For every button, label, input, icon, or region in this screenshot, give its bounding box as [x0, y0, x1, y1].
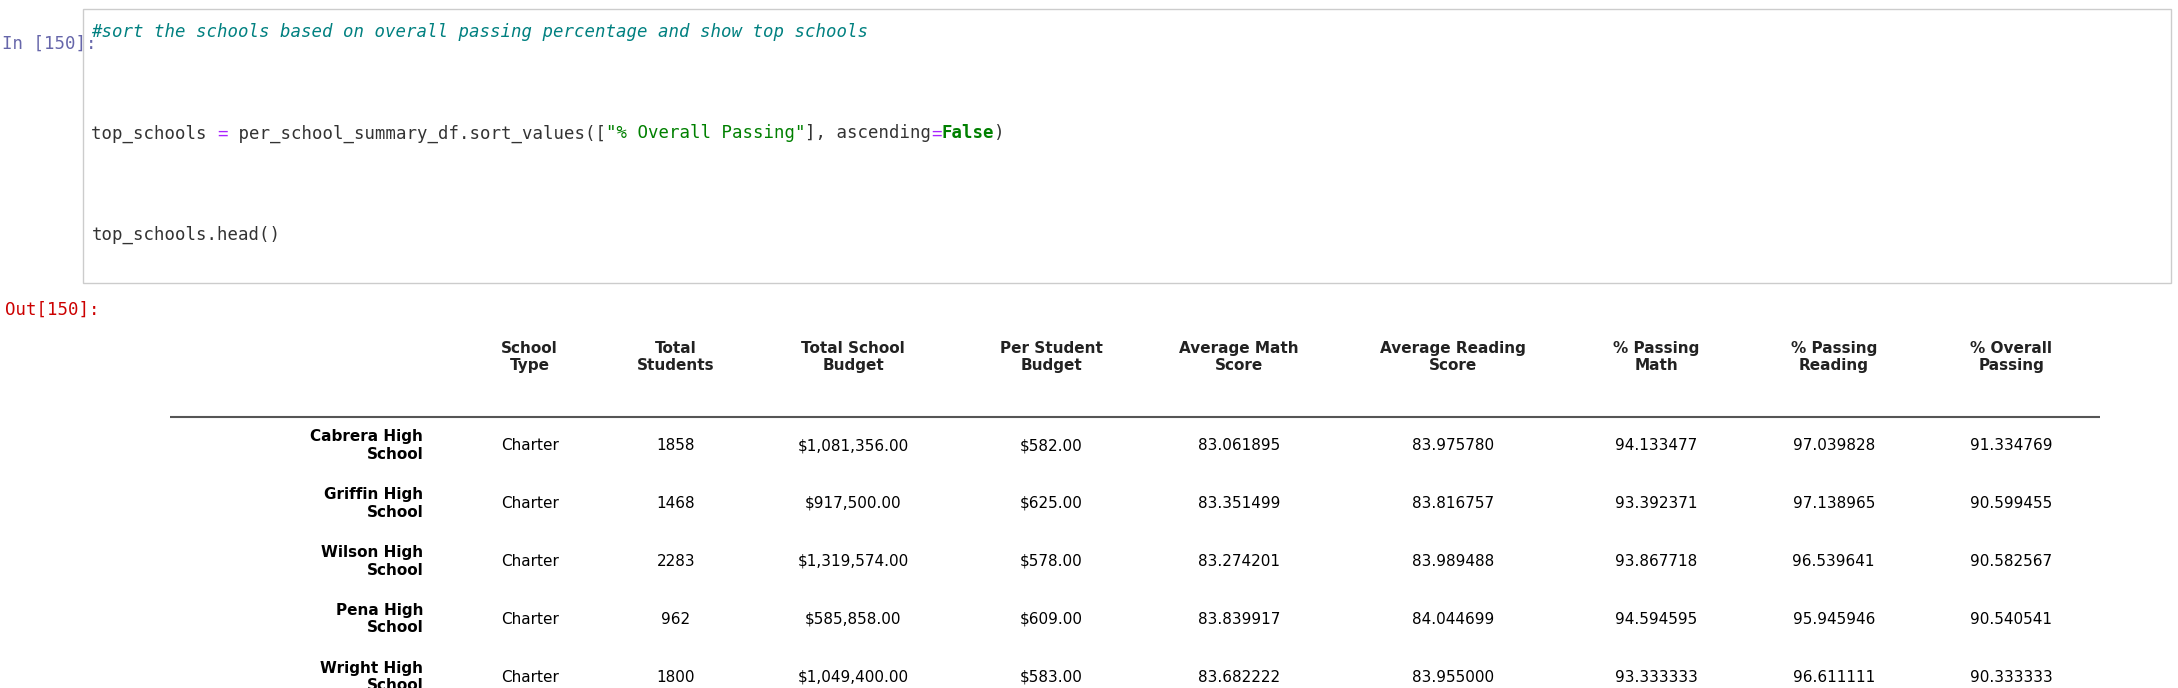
Text: top_schools.head(): top_schools.head()	[91, 226, 281, 244]
Text: "% Overall Passing": "% Overall Passing"	[605, 125, 806, 142]
Text: In [150]:: In [150]:	[2, 34, 96, 53]
Text: Out[150]:: Out[150]:	[4, 301, 98, 319]
Text: #sort the schools based on overall passing percentage and show top schools: #sort the schools based on overall passi…	[91, 23, 869, 41]
Text: ], ascending: ], ascending	[806, 125, 932, 142]
Text: =: =	[932, 125, 941, 142]
Text: False: False	[941, 125, 995, 142]
Text: per_school_summary_df.sort_values([: per_school_summary_df.sort_values([	[229, 125, 605, 142]
Text: top_schools: top_schools	[91, 125, 218, 142]
Text: ): )	[995, 125, 1004, 142]
FancyBboxPatch shape	[83, 9, 2171, 283]
Text: =: =	[218, 125, 229, 142]
